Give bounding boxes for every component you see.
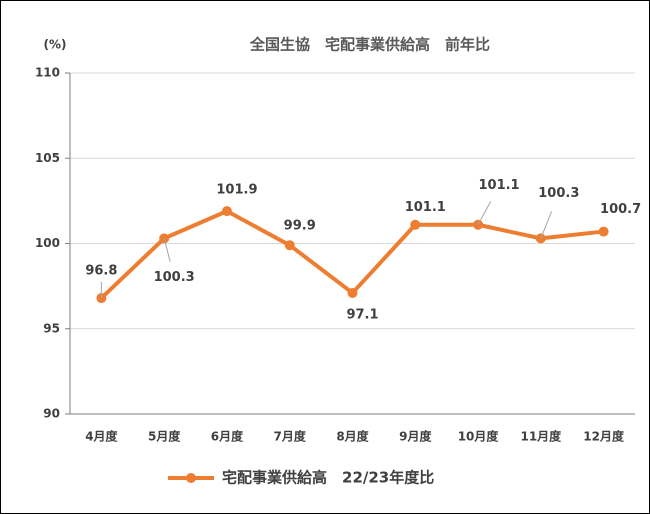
x-tick-label: 4月度	[85, 429, 118, 444]
point	[284, 240, 295, 251]
data-label: 96.8	[85, 264, 117, 279]
data-label: 100.3	[538, 186, 579, 201]
y-tick-label: 90	[43, 407, 60, 421]
x-tick-label: 11月度	[520, 429, 562, 444]
data-label: 100.7	[600, 202, 641, 217]
x-tick-label: 8月度	[336, 429, 369, 444]
x-tick-label: 12月度	[583, 429, 625, 444]
leader-line	[540, 211, 553, 239]
chart-title: 全国生協 宅配事業供給高 前年比	[249, 36, 490, 54]
data-label: 101.1	[405, 200, 446, 215]
x-tick-label: 5月度	[148, 429, 181, 444]
x-tick-label: 10月度	[458, 429, 500, 444]
leader-line	[477, 201, 492, 225]
data-label: 99.9	[284, 219, 316, 234]
data-label: 101.9	[216, 183, 257, 198]
x-tick-label: 9月度	[399, 429, 432, 444]
data-label: 101.1	[478, 178, 519, 193]
x-tick-label: 7月度	[274, 429, 307, 444]
x-tick-label: 6月度	[211, 429, 244, 444]
y-unit: (%)	[44, 38, 67, 52]
point	[347, 287, 358, 298]
point	[410, 219, 421, 230]
legend-label: 宅配事業供給高 22/23年度比	[222, 469, 434, 487]
y-tick-label: 95	[43, 321, 60, 335]
y-tick-label: 110	[35, 66, 60, 80]
data-label: 100.3	[154, 270, 195, 285]
data-label: 97.1	[346, 307, 378, 322]
point	[221, 206, 232, 217]
leader-line	[163, 238, 171, 262]
y-tick-label: 100	[35, 236, 60, 250]
legend-marker	[186, 473, 196, 483]
y-tick-label: 105	[35, 151, 60, 165]
point	[598, 226, 609, 237]
